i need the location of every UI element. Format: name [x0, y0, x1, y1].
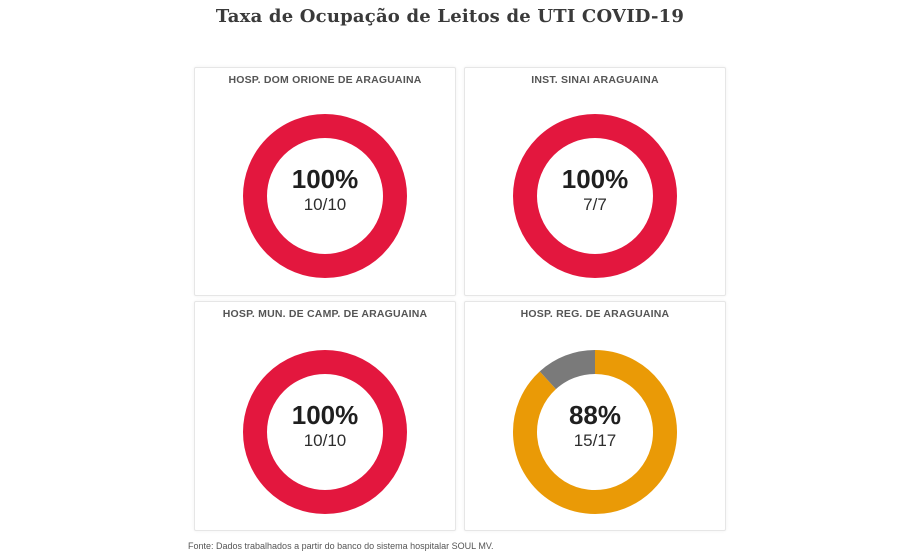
donut-slice-free [539, 350, 596, 390]
chart-card: HOSP. DOM ORIONE DE ARAGUAINA 100% 10/10 [194, 67, 456, 296]
donut-chart: 100% 10/10 [243, 114, 407, 278]
donut-center: 100% 7/7 [513, 164, 677, 216]
donut-center: 100% 10/10 [243, 400, 407, 452]
donut-svg [243, 114, 407, 278]
donut-slice-occupied [243, 350, 407, 514]
fraction-label: 10/10 [303, 195, 347, 214]
donut-chart: 100% 10/10 [243, 350, 407, 514]
chart-title: HOSP. REG. DE ARAGUAINA [520, 308, 670, 320]
source-note: Fonte: Dados trabalhados a partir do ban… [188, 541, 494, 551]
percent-label: 88% [568, 400, 622, 430]
donut-slice-occupied [513, 350, 677, 514]
chart-card: INST. SINAI ARAGUAINA 100% 7/7 [464, 67, 726, 296]
chart-title: HOSP. MUN. DE CAMP. DE ARAGUAINA [222, 308, 428, 320]
donut-center: 88% 15/17 [513, 400, 677, 452]
donut-chart: 88% 15/17 [513, 350, 677, 514]
fraction-label: 10/10 [303, 431, 347, 450]
fraction-label: 15/17 [573, 431, 617, 450]
donut-svg [243, 350, 407, 514]
chart-title: HOSP. DOM ORIONE DE ARAGUAINA [228, 74, 422, 86]
donut-center: 100% 10/10 [243, 164, 407, 216]
percent-label: 100% [291, 400, 359, 430]
donut-svg [513, 114, 677, 278]
chart-card: HOSP. MUN. DE CAMP. DE ARAGUAINA 100% 10… [194, 301, 456, 531]
percent-label: 100% [291, 164, 359, 194]
donut-slice-occupied [243, 114, 407, 278]
page-title: Taxa de Ocupação de Leitos de UTI COVID-… [215, 6, 685, 27]
percent-label: 100% [561, 164, 629, 194]
fraction-label: 7/7 [583, 195, 607, 214]
donut-svg [513, 350, 677, 514]
donut-slice-occupied [513, 114, 677, 278]
donut-chart: 100% 7/7 [513, 114, 677, 278]
chart-card: HOSP. REG. DE ARAGUAINA 88% 15/17 [464, 301, 726, 531]
chart-title: INST. SINAI ARAGUAINA [531, 74, 659, 86]
